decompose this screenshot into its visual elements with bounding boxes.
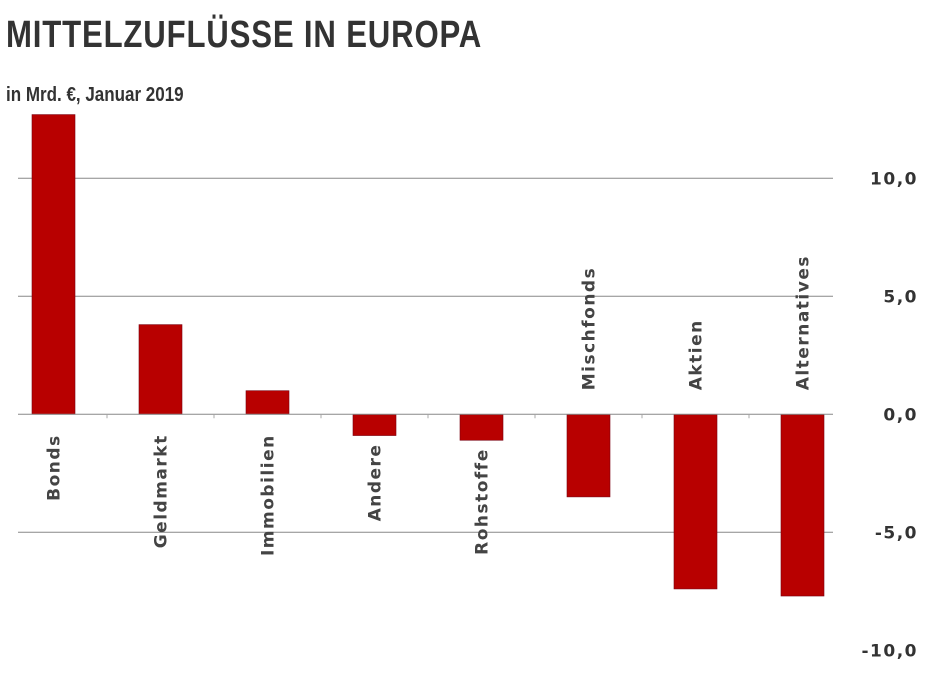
bar-andere [352,413,397,436]
bar-mischfonds [566,413,611,498]
category-label: Geldmarkt [152,434,172,548]
y-tick-label: 5,0 [883,287,918,307]
chart-title: MITTELZUFLÜSSE IN EUROPA [6,14,483,56]
bar-bonds [31,114,76,415]
bar-aktien [673,413,718,590]
category-label: Immobilien [259,434,279,556]
category-label: Mischfonds [580,267,600,391]
category-label: Aktien [687,319,707,390]
category-label: Alternatives [794,255,814,390]
bar-alternatives [780,413,825,597]
y-tick-label: -5,0 [875,523,918,543]
category-label: Rohstoffe [473,448,493,555]
bar-rohstoffe [459,413,504,441]
bar-immobilien [245,390,290,415]
bar-geldmarkt [138,324,183,415]
y-tick-label: 10,0 [870,169,918,189]
y-tick-label: 0,0 [883,405,918,425]
category-label: Bonds [45,434,65,501]
y-tick-label: -10,0 [862,641,919,661]
category-label: Andere [366,444,386,522]
chart-subtitle: in Mrd. €, Januar 2019 [6,84,184,106]
